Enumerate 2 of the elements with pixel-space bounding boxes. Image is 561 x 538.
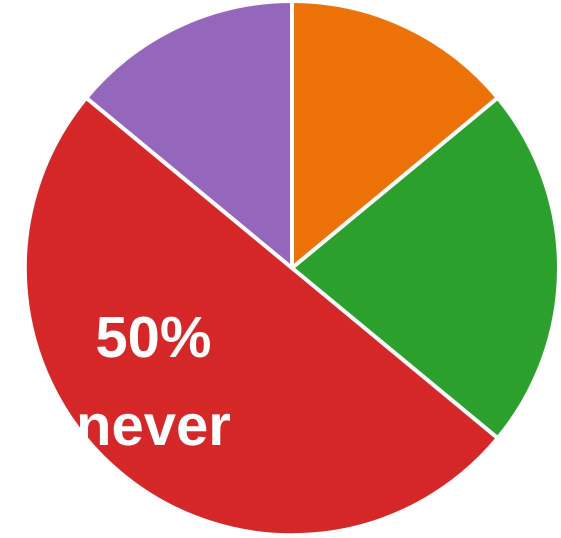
data-label: 50% <box>95 305 212 370</box>
slice-label: never <box>76 393 231 458</box>
